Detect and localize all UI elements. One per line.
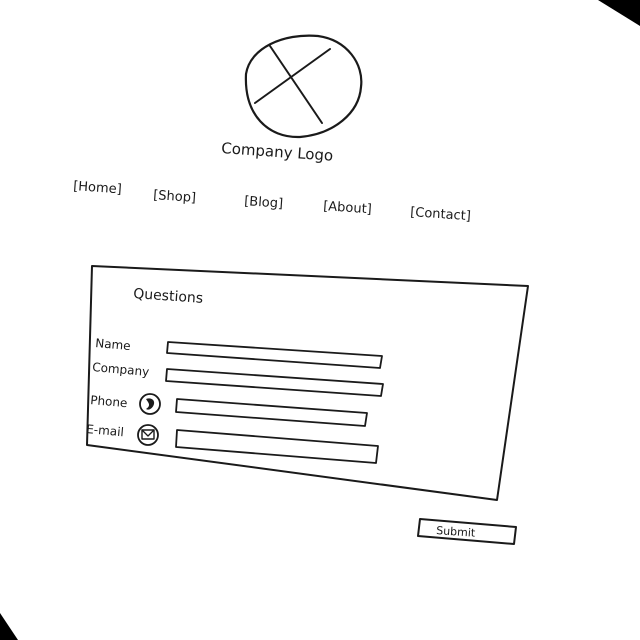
- email-field[interactable]: [175, 429, 379, 464]
- nav-item-blog[interactable]: [Blog]: [244, 194, 284, 212]
- submit-button[interactable]: Submit: [417, 518, 517, 545]
- nav-item-contact[interactable]: [Contact]: [410, 205, 472, 224]
- name-label: Name: [95, 336, 131, 353]
- nav-item-home[interactable]: [Home]: [73, 179, 122, 197]
- questions-form: Questions Name Company Phone E-mail: [86, 265, 529, 501]
- main-nav: [Home] [Shop] [Blog] [About] [Contact]: [73, 179, 472, 224]
- nav-item-shop[interactable]: [Shop]: [153, 188, 197, 206]
- nav-item-about[interactable]: [About]: [323, 199, 373, 217]
- envelope-icon: [137, 424, 159, 446]
- company-label: Company: [92, 360, 150, 379]
- form-frame: [86, 265, 529, 501]
- submit-button-label: Submit: [436, 524, 477, 540]
- name-field[interactable]: [166, 341, 383, 369]
- phone-field[interactable]: [175, 398, 368, 427]
- company-field[interactable]: [165, 368, 384, 397]
- logo-placeholder-icon: [244, 34, 363, 139]
- email-label: E-mail: [86, 422, 125, 439]
- phone-icon: [139, 393, 161, 415]
- form-title: Questions: [133, 286, 204, 307]
- phone-label: Phone: [90, 393, 128, 410]
